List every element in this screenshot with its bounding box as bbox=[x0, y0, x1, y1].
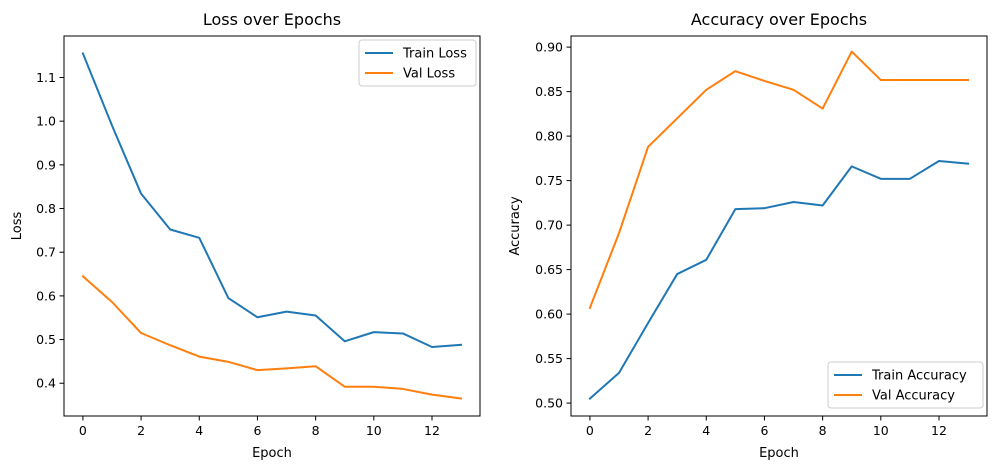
y-tick-label: 0.70 bbox=[535, 218, 563, 233]
loss-chart: Loss over Epochs 0 2 4 6 8 10 12 0.4 0.5 0.6 0.7 0.… bbox=[10, 10, 481, 461]
x-tick-label: 4 bbox=[195, 423, 203, 438]
y-tick-label: 0.85 bbox=[535, 84, 563, 99]
y-tick-label: 1.0 bbox=[36, 114, 56, 129]
series-line-val-accuracy bbox=[588, 50, 970, 310]
x-axis-label: Epoch bbox=[759, 446, 799, 461]
legend-label-val-loss: Val Loss bbox=[403, 67, 455, 82]
y-tick-label: 0.4 bbox=[36, 376, 56, 391]
x-tick-label: 0 bbox=[586, 423, 594, 438]
y-tick-label: 0.80 bbox=[535, 129, 563, 144]
x-tick-label: 2 bbox=[137, 423, 145, 438]
chart-title: Accuracy over Epochs bbox=[691, 10, 867, 29]
y-tick-label: 0.9 bbox=[36, 157, 56, 172]
legend-label-train-accuracy: Train Accuracy bbox=[871, 369, 967, 384]
y-tick-label: 0.55 bbox=[535, 351, 563, 366]
x-tick-label: 12 bbox=[931, 423, 947, 438]
x-tick-label: 10 bbox=[366, 423, 382, 438]
x-tick-label: 6 bbox=[760, 423, 768, 438]
legend: Train Loss Val Loss bbox=[358, 39, 477, 87]
x-tick-label: 6 bbox=[253, 423, 261, 438]
y-tick-label: 0.50 bbox=[535, 396, 563, 411]
legend-frame bbox=[827, 361, 984, 409]
y-axis-label: Loss bbox=[10, 212, 25, 241]
x-tick-label: 8 bbox=[819, 423, 827, 438]
y-tick-label: 0.7 bbox=[36, 245, 56, 260]
y-tick-label: 0.8 bbox=[36, 201, 56, 216]
axes-frame bbox=[570, 35, 988, 417]
y-tick-label: 1.1 bbox=[36, 70, 56, 85]
axes-frame bbox=[63, 35, 481, 417]
y-tick-label: 0.65 bbox=[535, 262, 563, 277]
accuracy-chart: Accuracy over Epochs 0 2 4 6 8 10 12 0.50 0.55 0.… bbox=[508, 10, 988, 461]
legend: Train Accuracy Val Accuracy bbox=[827, 361, 984, 409]
x-tick-label: 8 bbox=[312, 423, 320, 438]
legend-label-val-accuracy: Val Accuracy bbox=[872, 389, 955, 404]
plot-area bbox=[588, 50, 970, 401]
x-tick-label: 12 bbox=[424, 423, 440, 438]
legend-frame bbox=[358, 39, 477, 87]
y-tick-label: 0.75 bbox=[535, 173, 563, 188]
x-tick-label: 4 bbox=[702, 423, 710, 438]
series-line-train-loss bbox=[81, 52, 463, 348]
y-tick-label: 0.5 bbox=[36, 332, 56, 347]
y-tick-label: 0.6 bbox=[36, 288, 56, 303]
x-axis-label: Epoch bbox=[252, 446, 292, 461]
legend-label-train-loss: Train Loss bbox=[402, 47, 467, 62]
series-line-train-accuracy bbox=[588, 160, 970, 401]
plot-area bbox=[81, 52, 463, 400]
series-line-val-loss bbox=[81, 274, 463, 400]
y-axis-label: Accuracy bbox=[508, 196, 523, 256]
chart-title: Loss over Epochs bbox=[203, 10, 341, 29]
x-tick-label: 2 bbox=[644, 423, 652, 438]
x-tick-label: 10 bbox=[873, 423, 889, 438]
y-tick-label: 0.60 bbox=[535, 307, 563, 322]
x-tick-label: 0 bbox=[79, 423, 87, 438]
y-tick-label: 0.90 bbox=[535, 40, 563, 55]
